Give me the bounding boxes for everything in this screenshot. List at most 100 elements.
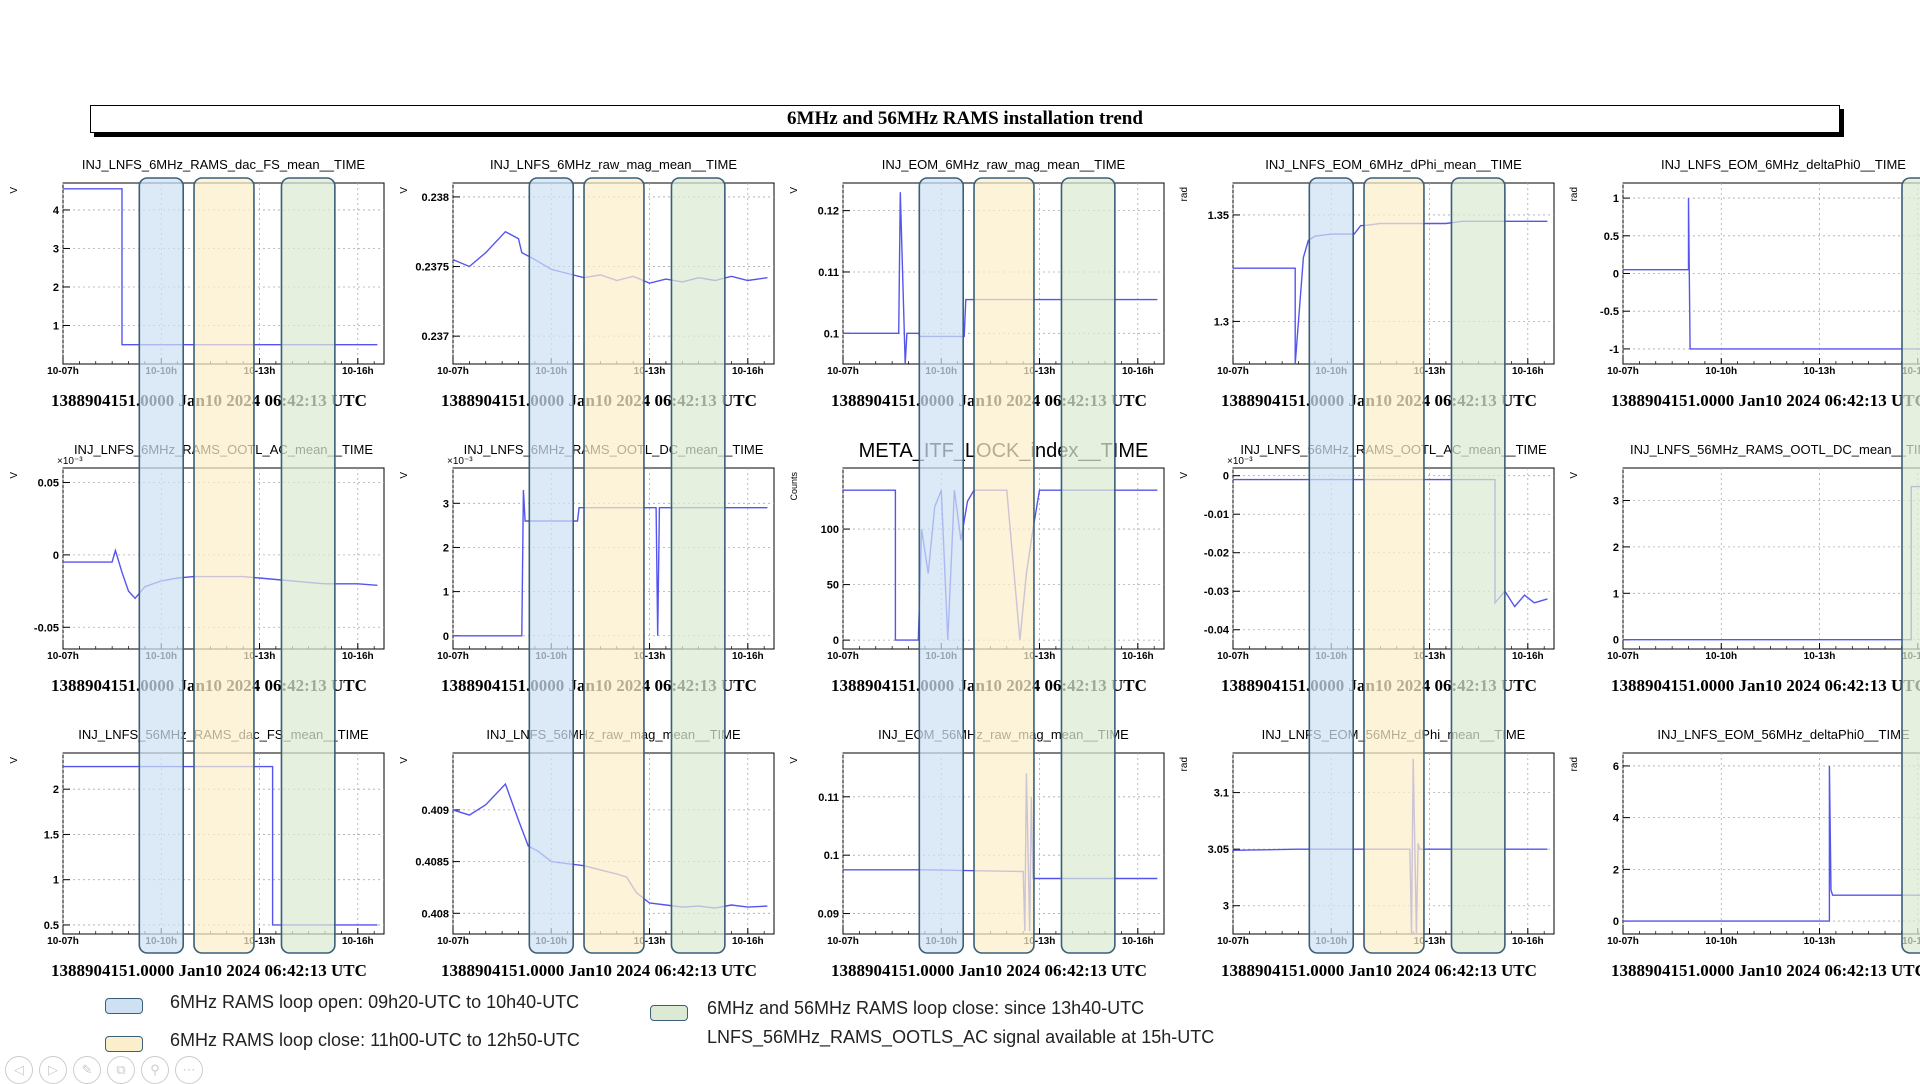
x-tick-label: 10-13h — [244, 936, 276, 947]
x-tick-label: 10-16h — [1902, 936, 1920, 947]
y-tick-label: 1.5 — [44, 829, 59, 841]
y-axis-label: rad — [1179, 757, 1190, 771]
chart-title: INJ_LNFS_EOM_56MHz_deltaPhi0__TIME — [1657, 727, 1909, 742]
x-tick-label: 10-10h — [535, 651, 567, 662]
x-tick-label: 10-16h — [1902, 651, 1920, 662]
x-tick-label: 10-16h — [732, 651, 764, 662]
chart-panel: INJ_LNFS_6MHz_raw_mag_mean__TIME 10-07h 10… — [399, 150, 799, 434]
chart-panel: INJ_LNFS_EOM_6MHz_dPhi_mean__TIME 10-07h 1… — [1179, 150, 1579, 434]
chart-title: INJ_EOM_56MHz_raw_mag_mean__TIME — [878, 727, 1129, 742]
y-tick-label: 0.12 — [818, 206, 839, 218]
y-axis-label: V — [399, 757, 410, 764]
y-tick-label: -0.03 — [1204, 586, 1229, 598]
x-tick-label: 10-10h — [1315, 366, 1347, 377]
y-tick-label: 0 — [443, 631, 449, 643]
y-axis-label: rad — [1569, 757, 1580, 771]
y-tick-label: 1.3 — [1214, 316, 1229, 328]
plot-frame — [1622, 467, 1920, 650]
y-tick-label: 0.237 — [421, 331, 449, 343]
y-tick-label: 0.409 — [421, 805, 449, 817]
chart-title: INJ_LNFS_EOM_6MHz_deltaPhi0__TIME — [1661, 157, 1906, 172]
y-tick-label: -0.5 — [1600, 306, 1619, 318]
x-tick-label: 10-07h — [827, 651, 859, 662]
y-tick-label: -0.05 — [34, 622, 59, 634]
chart-panel: INJ_EOM_6MHz_raw_mag_mean__TIME 10-07h 10-… — [789, 150, 1189, 434]
chart-svg: INJ_LNFS_EOM_56MHz_deltaPhi0__TIME 10-07h… — [1569, 727, 1920, 947]
x-tick-label: 10-07h — [1607, 366, 1639, 377]
timestamp-label: 1388904151.0000 Jan10 2024 06:42:13 UTC — [51, 391, 367, 410]
x-tick-label: 10-10h — [145, 366, 177, 377]
x-tick-label: 10-16h — [342, 936, 374, 947]
y-tick-label: 0.238 — [421, 192, 449, 204]
chart-panel: META_ITF_LOCK_index__TIME 10-07h 10-10h 10-… — [789, 435, 1189, 719]
y-tick-label: -1 — [1609, 344, 1619, 356]
plot-frame — [62, 467, 385, 650]
series-line — [1623, 198, 1920, 350]
y-tick-label: 1 — [443, 587, 449, 599]
y-tick-label: 1.35 — [1208, 210, 1229, 222]
y-tick-label: 0.2375 — [415, 262, 449, 274]
timestamp-label: 1388904151.0000 Jan10 2024 06:42:13 UTC — [1221, 961, 1537, 980]
chart-panel: INJ_LNFS_56MHz_RAMS_dac_FS_mean__TIME 10-… — [9, 720, 409, 1004]
x-tick-label: 10-07h — [437, 936, 469, 947]
figure-title-box: 6MHz and 56MHz RAMS installation trend — [90, 105, 1840, 133]
x-tick-label: 10-10h — [1315, 651, 1347, 662]
x-tick-label: 10-10h — [145, 651, 177, 662]
x-tick-label: 10-07h — [1217, 936, 1249, 947]
timestamp-label: 1388904151.0000 Jan10 2024 06:42:13 UTC — [1221, 676, 1537, 695]
x-tick-label: 10-07h — [1607, 936, 1639, 947]
x-tick-label: 10-16h — [342, 651, 374, 662]
legend-swatch — [105, 1036, 143, 1052]
timestamp-label: 1388904151.0000 Jan10 2024 06:42:13 UTC — [441, 676, 757, 695]
chart-panel: INJ_LNFS_6MHz_RAMS_OOTL_AC_mean__TIME 10-… — [9, 435, 409, 719]
y-tick-label: 100 — [821, 524, 839, 536]
x-tick-label: 10-16h — [1902, 366, 1920, 377]
timestamp-label: 1388904151.0000 Jan10 2024 06:42:13 UTC — [831, 391, 1147, 410]
x-tick-label: 10-16h — [1512, 366, 1544, 377]
chart-title: INJ_LNFS_EOM_6MHz_dPhi_mean__TIME — [1265, 157, 1522, 172]
chart-panel: INJ_LNFS_56MHz_RAMS_OOTL_DC_mean__TIME 10… — [1569, 435, 1920, 719]
x-tick-label: 10-10h — [535, 936, 567, 947]
x-tick-label: 10-13h — [244, 366, 276, 377]
chart-panel: INJ_LNFS_56MHz_RAMS_OOTL_AC_mean__TIME 10… — [1179, 435, 1579, 719]
y-tick-label: 1 — [53, 875, 59, 887]
timestamp-label: 1388904151.0000 Jan10 2024 06:42:13 UTC — [441, 961, 757, 980]
x-tick-label: 10-13h — [1024, 651, 1056, 662]
x-tick-label: 10-13h — [634, 366, 666, 377]
y-tick-label: 0 — [1613, 269, 1619, 281]
timestamp-label: 1388904151.0000 Jan10 2024 06:42:13 UTC — [1611, 676, 1920, 695]
y-tick-label: 6 — [1613, 761, 1619, 773]
timestamp-label: 1388904151.0000 Jan10 2024 06:42:13 UTC — [1611, 391, 1920, 410]
y-axis-label: V — [1179, 472, 1190, 479]
timestamp-label: 1388904151.0000 Jan10 2024 06:42:13 UTC — [1611, 961, 1920, 980]
timestamp-label: 1388904151.0000 Jan10 2024 06:42:13 UTC — [1221, 391, 1537, 410]
x-tick-label: 10-16h — [342, 366, 374, 377]
plot-frame — [1232, 752, 1555, 935]
plot-frame — [1622, 752, 1920, 935]
y-axis-label: V — [9, 757, 20, 764]
chart-title: INJ_LNFS_56MHz_RAMS_OOTL_DC_mean__TIME — [1630, 442, 1920, 457]
x-tick-label: 10-10h — [925, 651, 957, 662]
chart-title: INJ_LNFS_6MHz_raw_mag_mean__TIME — [490, 157, 737, 172]
y-tick-label: -0.02 — [1204, 548, 1229, 560]
x-tick-label: 10-16h — [1122, 366, 1154, 377]
y-tick-label: 0.05 — [38, 477, 59, 489]
x-tick-label: 10-10h — [925, 936, 957, 947]
x-tick-label: 10-07h — [437, 651, 469, 662]
y-tick-label: 1 — [1613, 588, 1619, 600]
plot-frame — [452, 752, 775, 935]
y-tick-label: -0.04 — [1204, 625, 1230, 637]
plot-frame — [1232, 467, 1555, 650]
x-tick-label: 10-16h — [1122, 651, 1154, 662]
y-axis-label: V — [9, 472, 20, 479]
x-tick-label: 10-16h — [732, 366, 764, 377]
chart-title: INJ_LNFS_6MHz_RAMS_OOTL_AC_mean__TIME — [74, 442, 373, 457]
chart-title: INJ_LNFS_EOM_56MHz_dPhi_mean__TIME — [1262, 727, 1526, 742]
y-tick-label: 0.1 — [824, 328, 839, 340]
legend-text: 6MHz RAMS loop open: 09h20-UTC to 10h40-… — [170, 992, 580, 1012]
plot-frame — [62, 752, 385, 935]
chart-title: META_ITF_LOCK_index__TIME — [859, 440, 1149, 462]
y-tick-label: 0.09 — [818, 909, 839, 921]
x-tick-label: 10-16h — [732, 936, 764, 947]
y-tick-label: 0 — [1223, 471, 1229, 483]
